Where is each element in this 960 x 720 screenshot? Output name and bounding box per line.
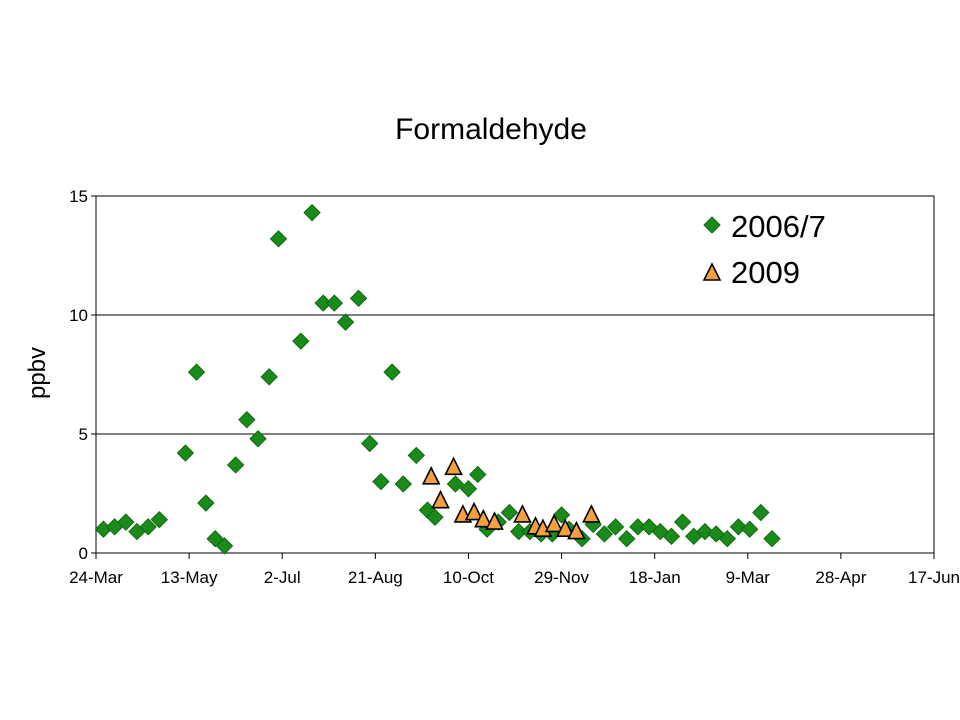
data-point-2006-7	[606, 518, 625, 536]
x-tick-label: 29-Nov	[534, 568, 589, 587]
y-tick-label: 15	[69, 187, 88, 206]
x-tick-label: 28-Apr	[815, 568, 866, 587]
data-point-2006-7	[238, 411, 256, 429]
legend-marker-2009	[702, 262, 722, 281]
data-point-2006-7	[469, 465, 487, 484]
y-tick-label: 5	[79, 425, 88, 444]
data-point-2006-7	[249, 430, 267, 448]
data-point-2006-7	[349, 289, 368, 308]
data-point-2006-7	[187, 363, 206, 381]
data-point-2009	[513, 504, 532, 523]
data-point-2006-7	[552, 506, 571, 524]
x-tick-label: 13-May	[161, 568, 218, 587]
data-point-2006-7	[215, 537, 234, 555]
data-point-2006-7	[361, 434, 379, 453]
data-point-2009	[464, 501, 484, 521]
x-tick-label: 18-Jan	[629, 568, 681, 587]
y-tick-label: 0	[79, 544, 88, 563]
y-axis-label: ppbv	[24, 347, 51, 399]
data-point-2006-7	[426, 508, 444, 527]
x-tick-label: 17-Jun	[908, 568, 960, 587]
y-axis-ticks: 0 5 10 15	[69, 187, 96, 563]
x-tick-label: 9-Mar	[726, 568, 771, 587]
data-point-2006-7	[303, 203, 321, 222]
data-point-2006-7	[292, 332, 310, 350]
data-point-2006-7	[618, 530, 636, 548]
data-point-2006-7	[139, 518, 157, 536]
data-point-2009	[567, 520, 586, 540]
data-point-2006-7	[500, 503, 519, 522]
data-point-2006-7	[394, 475, 412, 493]
data-point-2009	[444, 456, 463, 476]
data-point-2006-7	[459, 480, 478, 498]
data-point-2006-7	[150, 510, 169, 529]
data-point-2006-7	[176, 444, 195, 462]
legend: 2006/7 2009	[702, 209, 826, 290]
x-axis-ticks: 24-Mar 13-May 2-Jul 21-Aug 10-Oct 29-Nov 18-Ja…	[69, 553, 960, 587]
x-tick-label: 2-Jul	[264, 568, 301, 587]
data-point-2006-7	[595, 525, 614, 543]
data-point-2009	[485, 511, 504, 530]
data-point-2006-7	[696, 522, 714, 541]
data-point-2006-7	[260, 368, 278, 386]
data-point-2006-7	[383, 363, 401, 381]
data-point-2006-7	[446, 475, 465, 493]
x-tick-label: 10-Oct	[443, 568, 494, 587]
chart-title: Formaldehyde	[395, 113, 587, 146]
data-point-2006-7	[662, 527, 681, 546]
data-point-2006-7	[740, 520, 759, 538]
data-point-2006-7	[729, 518, 748, 536]
legend-label-2006-7: 2006/7	[731, 209, 826, 244]
data-point-2006-7	[226, 456, 245, 474]
data-point-2006-7	[372, 472, 390, 491]
data-point-2006-7	[407, 446, 426, 465]
data-point-2006-7	[117, 513, 135, 531]
data-point-2006-7	[325, 294, 344, 312]
x-tick-label: 24-Mar	[69, 568, 123, 587]
data-point-2006-7	[336, 313, 355, 331]
data-point-2009	[474, 508, 493, 528]
data-point-2009	[544, 513, 564, 533]
legend-label-2009: 2009	[731, 255, 800, 290]
data-point-2006-7	[673, 513, 692, 531]
plot-area	[95, 195, 935, 554]
series-2009	[421, 456, 601, 540]
legend-marker-2006-7	[703, 216, 721, 234]
data-point-2006-7	[718, 530, 737, 548]
y-tick-label: 10	[69, 306, 88, 325]
data-point-2006-7	[269, 230, 288, 248]
data-point-2006-7	[197, 494, 215, 512]
data-point-2009	[582, 504, 601, 523]
data-point-2006-7	[763, 530, 781, 548]
data-point-2009	[421, 466, 441, 485]
series-2006-7	[94, 203, 781, 555]
data-point-2006-7	[752, 503, 770, 522]
data-point-2009	[431, 489, 450, 509]
data-point-2009	[555, 518, 575, 538]
gridlines	[96, 195, 934, 435]
x-tick-label: 21-Aug	[348, 568, 403, 587]
